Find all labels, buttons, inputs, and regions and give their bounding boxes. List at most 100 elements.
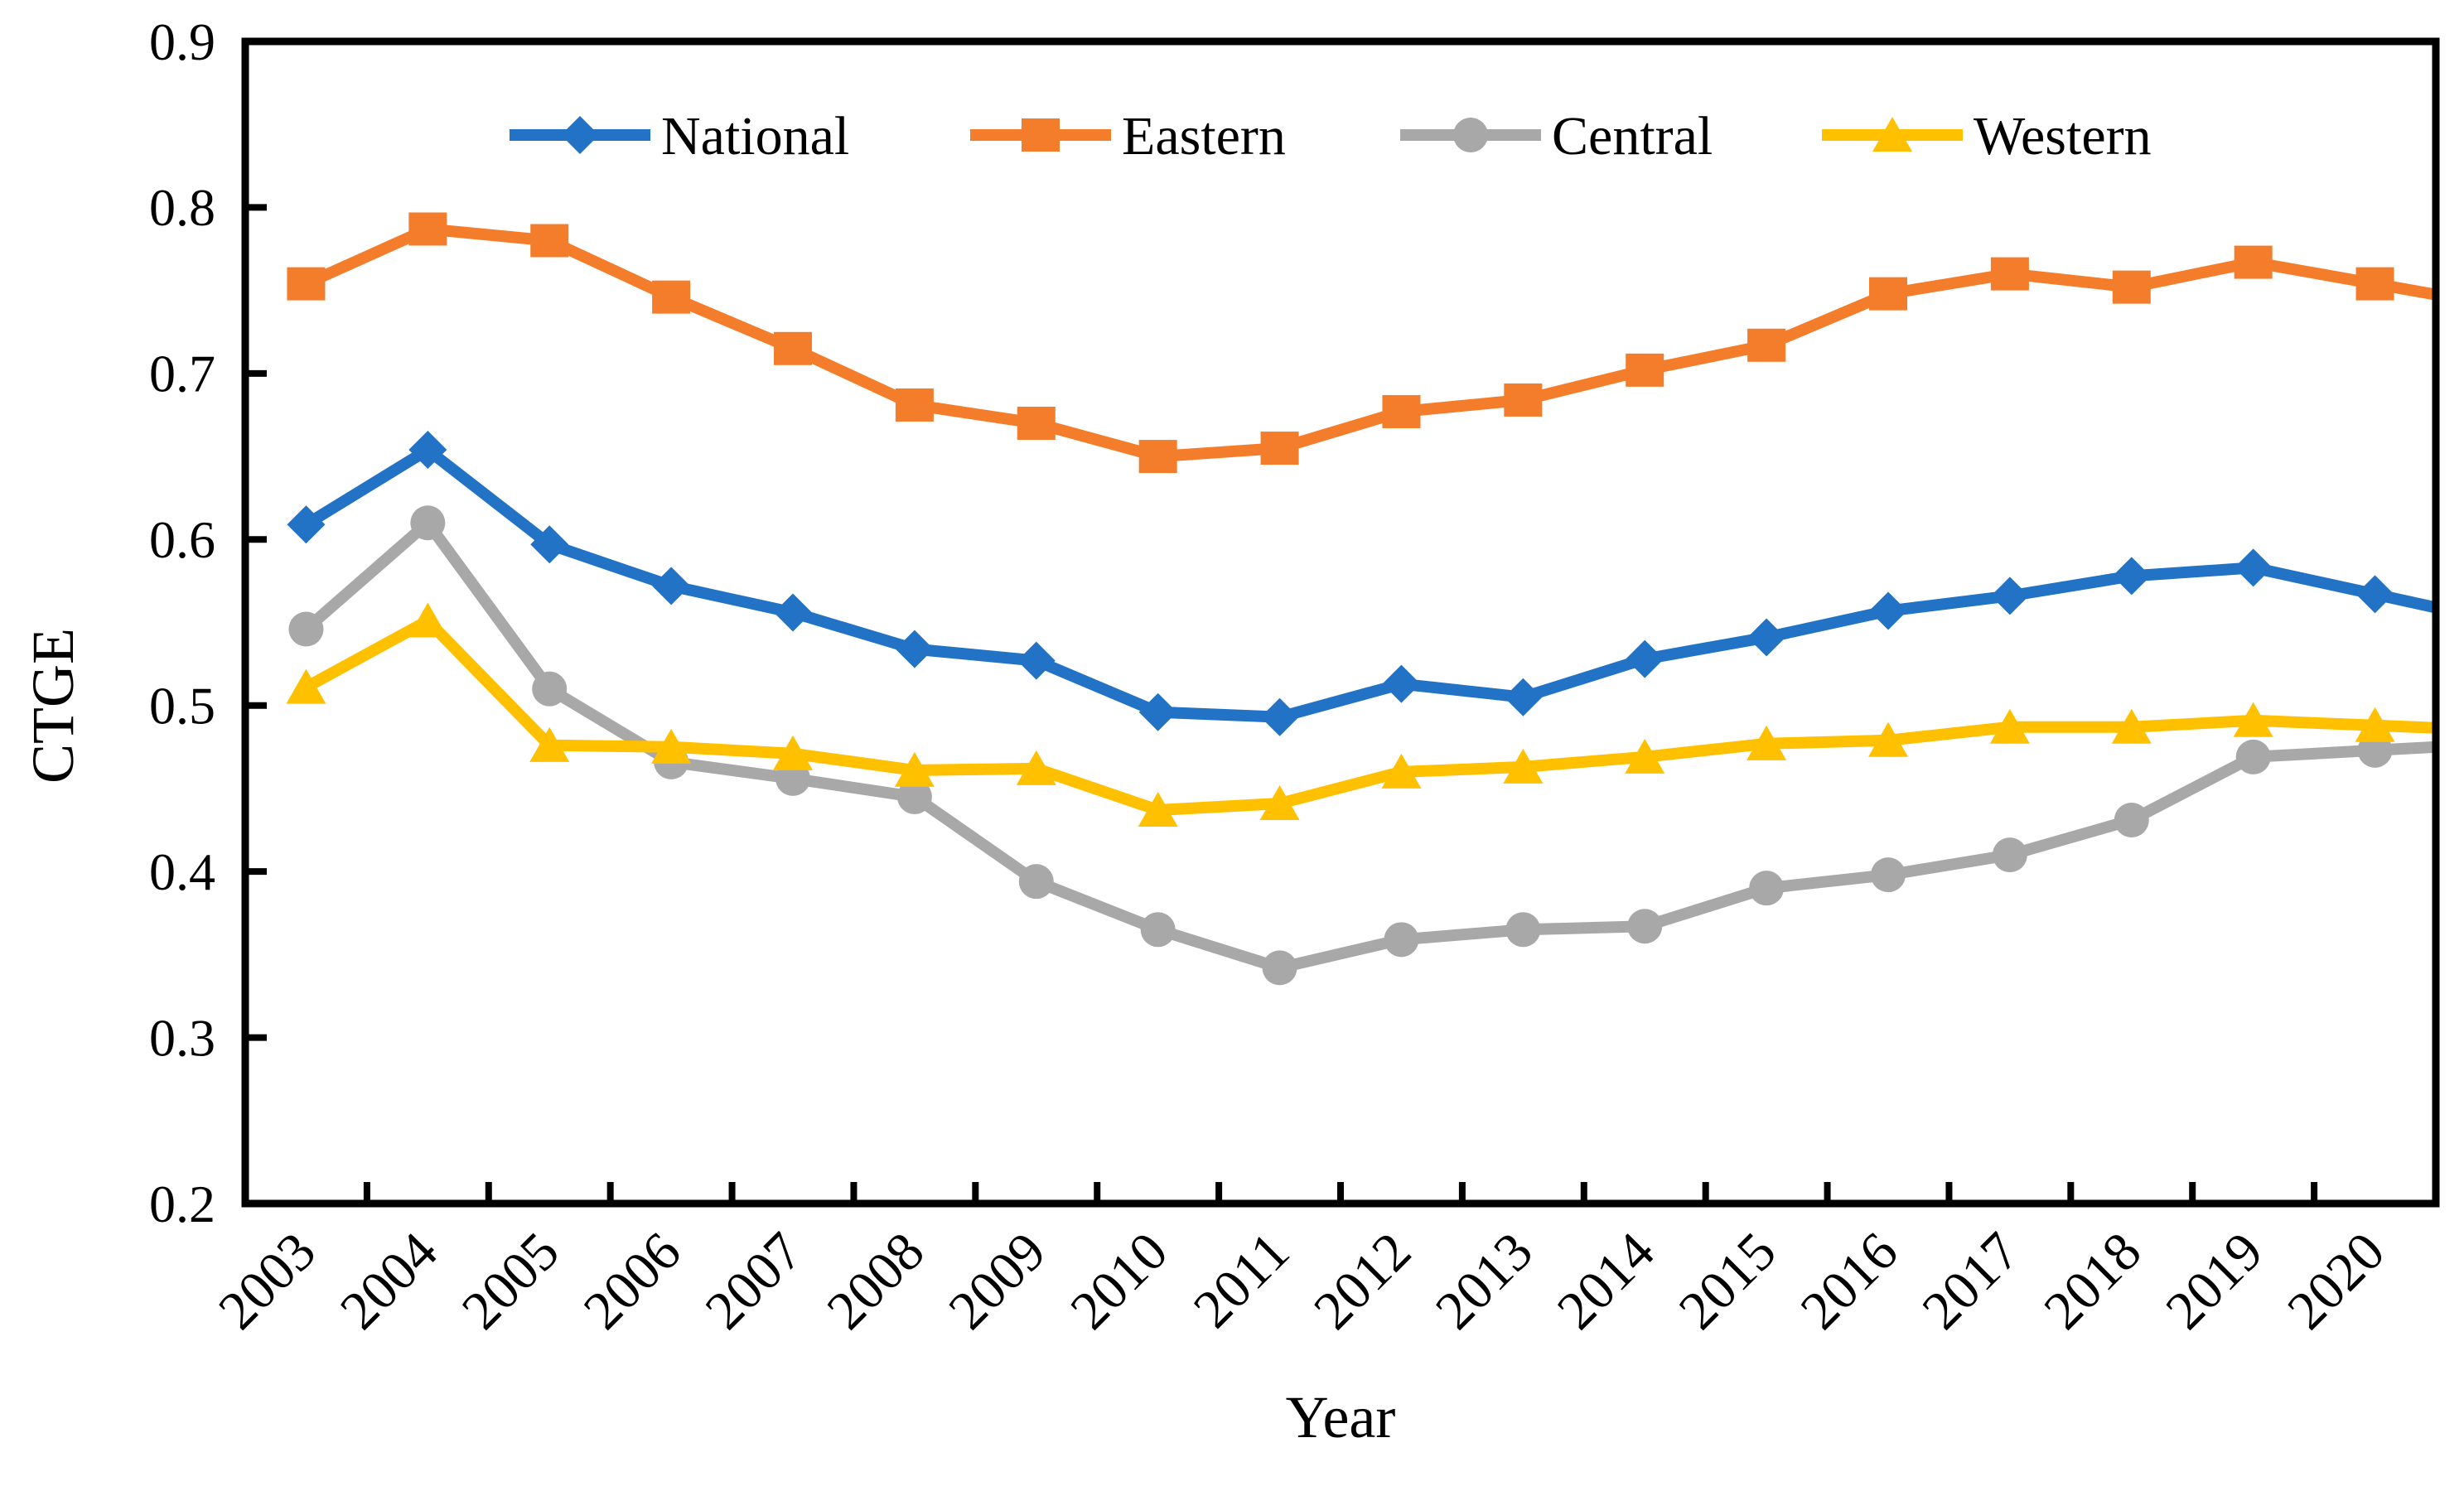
data-point-national-2018 [2112,557,2151,596]
data-point-western-2018 [2111,708,2152,744]
x-axis-title: Year [1286,1384,1396,1450]
x-tick-label: 2005 [451,1221,571,1341]
data-point-western-2017 [1989,708,2030,744]
data-point-eastern-2005 [530,224,569,258]
legend-label-eastern: Eastern [1122,106,1286,166]
x-tick-label: 2007 [694,1221,814,1341]
legend-label-western: Western [1974,106,2152,166]
y-tick-label: 0.9 [149,12,215,71]
legend-label-central: Central [1552,106,1713,166]
legend-item-eastern: Eastern [970,106,1286,166]
legend-item-central: Central [1400,106,1713,166]
x-tick-label: 2020 [2276,1221,2396,1341]
data-point-eastern-2013 [1504,383,1543,417]
data-point-central-2014 [1627,909,1663,944]
data-point-eastern-2020 [2355,267,2394,301]
y-axis-title: CTGE [20,628,86,784]
data-point-western-2008 [894,751,935,787]
y-tick-label: 0.8 [149,178,215,237]
x-tick-label: 2015 [1668,1221,1788,1341]
data-point-eastern-2012 [1382,394,1421,428]
x-tick-label: 2004 [329,1221,449,1341]
x-tick-label: 2010 [1059,1221,1179,1341]
data-point-national-2004 [408,431,447,470]
data-point-national-2008 [895,630,934,668]
data-point-eastern-2018 [2112,270,2151,304]
data-point-central-2008 [896,779,932,814]
data-point-western-2004 [408,602,448,638]
series-eastern [287,212,2437,474]
data-point-eastern-2017 [1990,257,2029,291]
y-tick-label: 0.7 [149,345,215,403]
data-point-western-2011 [1259,784,1300,820]
legend-item-national: National [510,106,849,166]
data-point-national-2003 [287,505,326,544]
legend-circle-icon [1453,118,1488,152]
data-point-national-2014 [1626,639,1664,678]
data-point-western-2006 [651,728,692,764]
x-tick-label: 2003 [207,1221,327,1341]
data-point-national-2016 [1869,591,1907,630]
x-tick-label: 2012 [1302,1221,1423,1341]
data-point-western-2003 [286,668,326,704]
data-point-national-2020 [2355,575,2394,614]
x-tick-label: 2008 [816,1221,936,1341]
data-point-eastern-2009 [1017,406,1056,440]
data-point-eastern-2019 [2234,245,2273,279]
data-point-western-2019 [2233,702,2273,737]
series-line-national [302,444,2437,723]
data-point-national-2006 [652,567,691,605]
data-point-western-2015 [1747,725,1787,760]
data-point-western-2020 [2355,707,2395,742]
data-point-central-2009 [1018,864,1054,900]
data-point-central-2011 [1262,950,1297,986]
data-point-central-2018 [2114,803,2149,838]
series-western [286,602,2437,827]
data-point-eastern-2011 [1260,432,1299,466]
legend-item-western: Western [1822,106,2152,166]
data-point-western-2016 [1868,721,1908,757]
series-line-western [303,615,2437,816]
data-point-western-2013 [1503,748,1544,784]
data-point-national-2010 [1138,692,1177,731]
data-point-western-2014 [1625,738,1665,774]
series-group [286,212,2437,986]
x-tick-label: 2013 [1424,1221,1544,1341]
data-point-western-2012 [1381,753,1422,789]
data-point-central-2017 [1992,837,2027,873]
data-point-eastern-2008 [895,388,934,422]
data-point-western-2010 [1138,791,1178,827]
data-point-national-2019 [2234,548,2273,587]
x-tick-label: 2006 [573,1221,693,1341]
data-point-eastern-2010 [1138,440,1177,474]
x-tick-label: 2009 [937,1221,1057,1341]
x-tick-label: 2014 [1546,1221,1666,1341]
y-tick-label: 0.6 [149,510,215,569]
plot-border [241,37,2440,1208]
series-national [287,431,2437,736]
data-point-central-2004 [410,505,446,541]
data-point-eastern-2006 [652,280,691,314]
data-point-western-2009 [1016,750,1056,785]
data-point-central-2016 [1871,857,1906,893]
data-point-national-2007 [774,593,812,632]
x-tick-label: 2019 [2154,1221,2274,1341]
data-point-national-2015 [1747,618,1786,657]
x-tick-label: 2011 [1182,1221,1301,1339]
data-point-western-2007 [773,735,813,770]
x-tick-label: 2017 [1911,1221,2032,1341]
x-tick-label: 2016 [1790,1221,1910,1341]
data-point-central-2013 [1505,912,1541,948]
legend-square-icon [1022,118,1060,152]
y-tick-label: 0.2 [149,1175,215,1233]
data-point-eastern-2016 [1869,277,1907,311]
legend: National Eastern Central Western [510,106,2152,166]
data-point-eastern-2007 [774,331,812,365]
legend-triangle-icon [1872,117,1912,152]
data-point-eastern-2015 [1747,328,1786,362]
data-point-eastern-2014 [1626,353,1664,387]
data-point-national-2013 [1504,678,1543,716]
x-tick-label: 2018 [2032,1221,2152,1341]
